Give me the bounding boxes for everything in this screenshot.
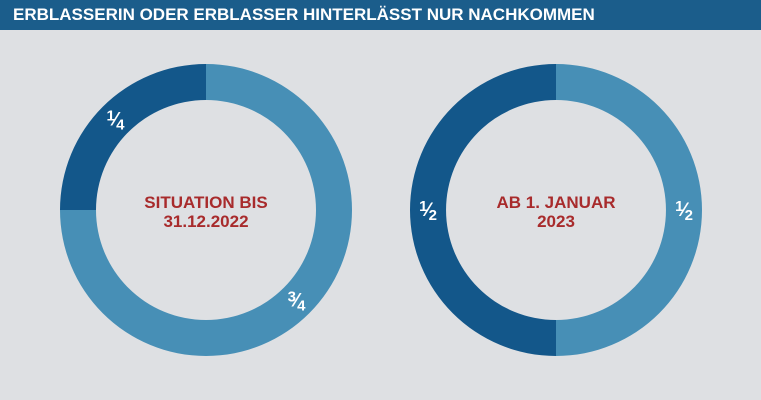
donut-slice — [556, 64, 702, 356]
slice-fraction-label: 3⁄4 — [288, 289, 307, 315]
center-label-line: 31.12.2022 — [163, 212, 248, 231]
chart-title: ERBLASSERIN ODER ERBLASSER HINTERLÄSST N… — [0, 0, 761, 30]
donut-slice — [410, 64, 556, 356]
slice-fraction-label: 1⁄2 — [419, 198, 437, 224]
center-label-line: SITUATION BIS — [144, 193, 267, 212]
slice-fraction-label: 1⁄4 — [107, 107, 126, 133]
center-label-line: 2023 — [537, 212, 575, 231]
center-label-line: AB 1. JANUAR — [496, 193, 615, 212]
slice-fraction-label: 1⁄2 — [675, 198, 693, 224]
donut-slice — [60, 64, 206, 210]
